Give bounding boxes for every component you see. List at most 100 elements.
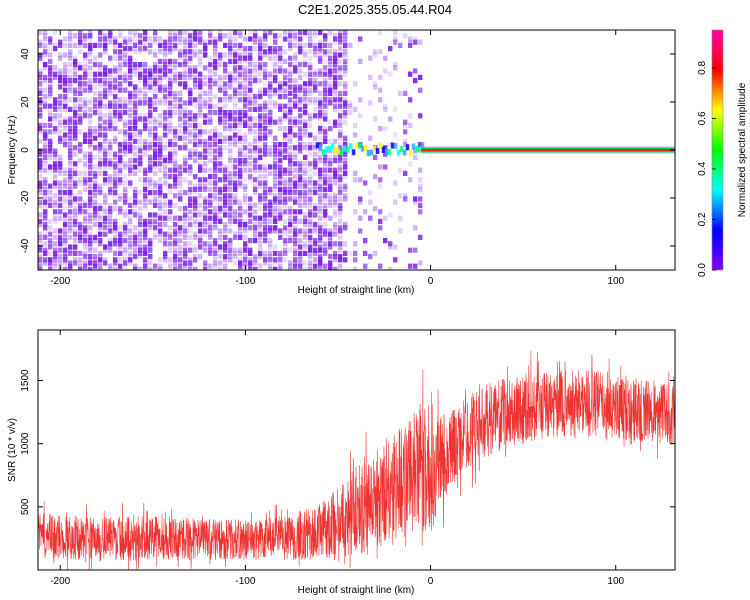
heatmap-cell: [153, 106, 158, 112]
heatmap-cell: [123, 119, 128, 125]
heatmap-cell: [183, 241, 188, 247]
heatmap-cell: [183, 164, 188, 170]
heatmap-cell: [168, 190, 173, 196]
heatmap-cell: [118, 49, 123, 55]
heatmap-cell: [183, 122, 188, 128]
heatmap-cell: [78, 65, 83, 71]
heatmap-cell: [268, 228, 273, 234]
heatmap-cell: [293, 238, 298, 244]
heatmap-cell: [228, 250, 233, 256]
heatmap-cell: [303, 260, 308, 266]
heatmap-cell: [138, 129, 143, 135]
heatmap-cell: [213, 196, 218, 202]
heatmap-cell: [98, 129, 103, 135]
heatmap-cell: [53, 260, 58, 266]
heatmap-cell: [148, 110, 153, 116]
heatmap-cell: [88, 257, 93, 263]
heatmap-cell: [298, 74, 303, 80]
heatmap-cell: [223, 199, 228, 205]
heatmap-cell: [73, 257, 78, 263]
heatmap-cell: [88, 241, 93, 247]
heatmap-cell: [118, 234, 123, 240]
heatmap-cell: [313, 100, 318, 106]
heatmap-cell: [418, 87, 423, 93]
heatmap-cell: [318, 42, 323, 48]
heatmap-cell: [383, 164, 388, 170]
heatmap-cell: [73, 206, 78, 212]
heatmap-cell: [98, 206, 103, 212]
heatmap-cell: [253, 266, 258, 270]
heatmap-cell: [223, 174, 228, 180]
heatmap-cell: [53, 257, 58, 263]
heatmap-cell: [283, 196, 288, 202]
heatmap-cell: [38, 30, 43, 36]
heatmap-cell: [128, 218, 133, 224]
heatmap-cell: [68, 218, 73, 224]
heatmap-cell: [198, 222, 203, 228]
heatmap-cell: [253, 74, 258, 80]
heatmap-cell: [68, 263, 73, 269]
heatmap-cell: [303, 154, 308, 160]
heatmap-cell: [283, 87, 288, 93]
heatmap-cell: [238, 33, 243, 39]
heatmap-cell: [103, 244, 108, 250]
heatmap-cell: [108, 122, 113, 128]
heatmap-cell: [338, 186, 343, 192]
heatmap-cell: [263, 30, 268, 36]
heatmap-cell: [108, 151, 113, 157]
heatmap-cell: [188, 222, 193, 228]
heatmap-cell: [193, 254, 198, 260]
heatmap-cell: [68, 244, 73, 250]
heatmap-cell: [78, 238, 83, 244]
heatmap-cell: [178, 103, 183, 109]
heatmap-cell: [278, 116, 283, 122]
heatmap-cell: [173, 263, 178, 269]
heatmap-cell: [153, 68, 158, 74]
heatmap-cell: [188, 49, 193, 55]
heatmap-cell: [148, 87, 153, 93]
heatmap-cell: [318, 30, 323, 36]
heatmap-cell: [73, 215, 78, 221]
heatmap-signal-cell: [351, 149, 356, 156]
heatmap-cell: [78, 145, 83, 151]
heatmap-cell: [218, 33, 223, 39]
heatmap-cell: [68, 186, 73, 192]
heatmap-cell: [213, 42, 218, 48]
heatmap-cell: [203, 81, 208, 87]
heatmap-cell: [228, 94, 233, 100]
heatmap-cell: [378, 209, 383, 215]
heatmap-cell: [228, 196, 233, 202]
heatmap-cell: [163, 97, 168, 103]
heatmap-cell: [278, 190, 283, 196]
heatmap-cell: [193, 196, 198, 202]
heatmap-cell: [78, 202, 83, 208]
heatmap-cell: [293, 119, 298, 125]
heatmap-cell: [193, 126, 198, 132]
heatmap-cell: [203, 46, 208, 52]
heatmap-cell: [128, 164, 133, 170]
heatmap-cell: [393, 257, 398, 263]
heatmap-cell: [323, 196, 328, 202]
heatmap-cell: [108, 206, 113, 212]
heatmap-cell: [53, 241, 58, 247]
heatmap-cell: [378, 87, 383, 93]
heatmap-cell: [128, 36, 133, 42]
heatmap-cell: [53, 161, 58, 167]
heatmap-cell: [173, 36, 178, 42]
heatmap-cell: [408, 263, 413, 269]
heatmap-cell: [78, 250, 83, 256]
heatmap-cell: [268, 74, 273, 80]
heatmap-cell: [103, 247, 108, 253]
heatmap-cell: [143, 90, 148, 96]
heatmap-cell: [173, 33, 178, 39]
heatmap-cell: [283, 209, 288, 215]
heatmap-cell: [248, 52, 253, 58]
heatmap-cell: [223, 228, 228, 234]
heatmap-cell: [278, 206, 283, 212]
heatmap-cell: [48, 135, 53, 141]
heatmap-cell: [43, 151, 48, 157]
heatmap-cell: [268, 241, 273, 247]
heatmap-cell: [198, 30, 203, 36]
heatmap-cell: [143, 190, 148, 196]
heatmap-cell: [43, 42, 48, 48]
